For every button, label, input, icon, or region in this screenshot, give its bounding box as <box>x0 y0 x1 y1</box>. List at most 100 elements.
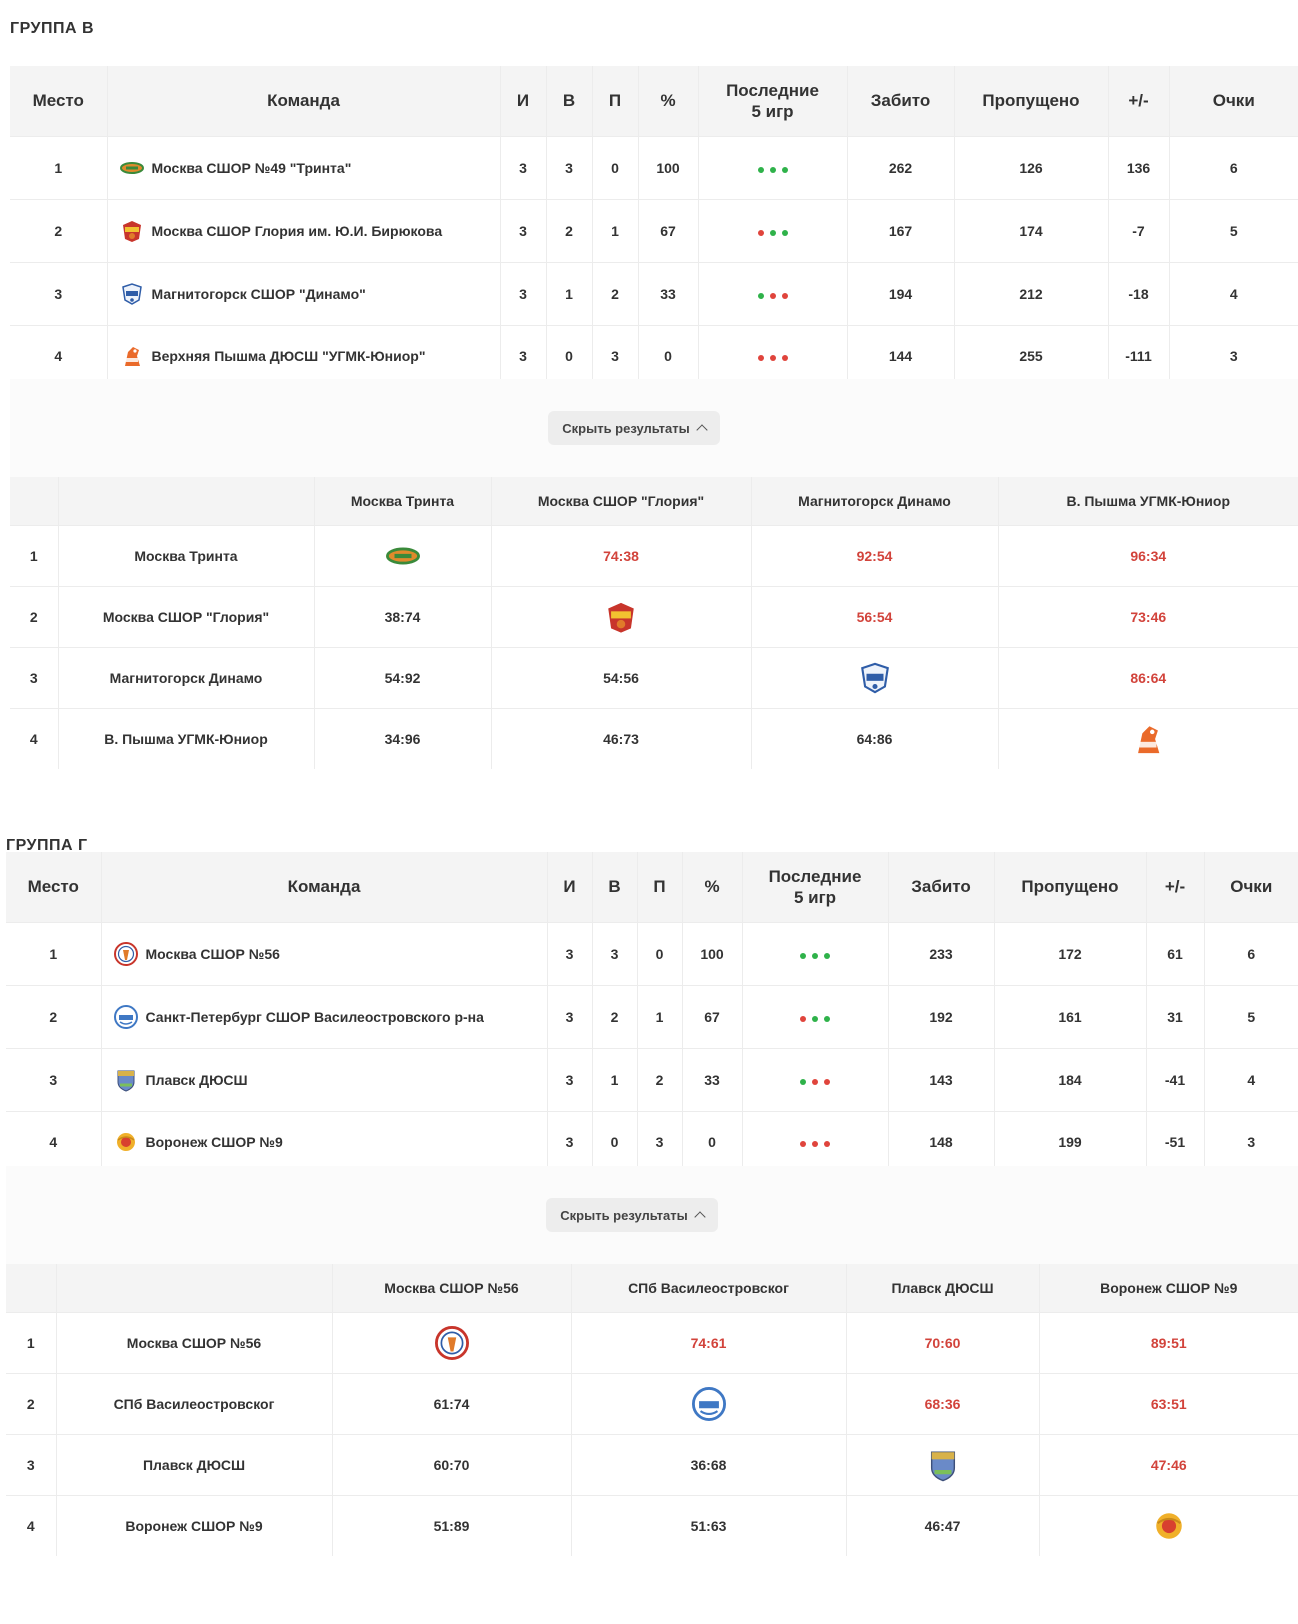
score-cell[interactable]: 74:38 <box>491 524 752 586</box>
results-team-name[interactable]: Магнитогорск Динамо <box>58 646 315 708</box>
standings-row[interactable]: 1 Москва СШОР №56 3 3 0 100 233 172 61 6 <box>6 921 1298 985</box>
team-name[interactable]: Магнитогорск СШОР "Динамо" <box>151 285 366 302</box>
standings-row[interactable]: 1 Москва СШОР №49 "Тринта" 3 3 0 100 262 126 136… <box>10 135 1298 199</box>
hide-results-button[interactable]: Скрыть результаты <box>546 1198 718 1232</box>
team-cell[interactable]: Москва СШОР №56 <box>101 921 548 985</box>
header-conceded[interactable]: Пропущено <box>994 852 1147 922</box>
trinta-logo <box>119 156 144 180</box>
header-losses[interactable]: П <box>637 852 683 922</box>
score-cell[interactable]: 74:61 <box>571 1311 847 1373</box>
score-cell[interactable]: 92:54 <box>751 524 999 586</box>
hide-results-button[interactable]: Скрыть результаты <box>548 411 720 445</box>
standings-row[interactable]: 4 Верхняя Пышма ДЮСШ "УГМК-Юниор" 3 0 3 0 144 2… <box>10 324 1298 389</box>
team-cell[interactable]: Санкт-Петербург СШОР Василеостровского р… <box>101 984 548 1048</box>
scored-cell: 262 <box>847 135 955 199</box>
team-cell[interactable]: Москва СШОР №49 "Тринта" <box>107 135 501 199</box>
results-column-header: В. Пышма УГМК-Юниор <box>998 477 1298 525</box>
spb-logo <box>113 1004 138 1029</box>
results-team-name[interactable]: Москва СШОР "Глория" <box>58 585 315 647</box>
plavsk-logo <box>114 1068 138 1092</box>
standings-header-row: Место Команда И В П % Последние 5 игр Заб… <box>10 66 1298 136</box>
header-games[interactable]: И <box>547 852 593 922</box>
results-team-name[interactable]: Плавск ДЮСШ <box>56 1433 333 1495</box>
chevron-up-icon <box>696 424 708 436</box>
pct-cell: 0 <box>682 1110 743 1175</box>
results-row: 4 В. Пышма УГМК-Юниор 34:96 46:73 64:86 <box>10 707 1298 769</box>
header-scored[interactable]: Забито <box>888 852 995 922</box>
g-cell: 3 <box>547 984 593 1048</box>
header-percent[interactable]: % <box>638 66 699 136</box>
w-cell: 0 <box>546 324 593 389</box>
header-losses[interactable]: П <box>592 66 639 136</box>
header-team[interactable]: Команда <box>101 852 548 922</box>
header-place[interactable]: Место <box>6 852 102 922</box>
score-cell[interactable]: 89:51 <box>1039 1311 1298 1373</box>
results-team-name[interactable]: Москва СШОР №56 <box>56 1311 333 1373</box>
w-cell: 1 <box>592 1047 638 1111</box>
results-row: 2 Москва СШОР "Глория" 38:74 56:54 73:46 <box>10 585 1298 647</box>
header-percent[interactable]: % <box>682 852 743 922</box>
header-conceded[interactable]: Пропущено <box>954 66 1109 136</box>
score-cell[interactable]: 47:46 <box>1039 1433 1298 1495</box>
loss-dot <box>800 1141 806 1148</box>
team-cell[interactable]: Верхняя Пышма ДЮСШ "УГМК-Юниор" <box>107 324 501 389</box>
score-cell[interactable]: 86:64 <box>998 646 1298 708</box>
win-dot <box>757 292 764 299</box>
team-name[interactable]: Верхняя Пышма ДЮСШ "УГМК-Юниор" <box>151 348 426 365</box>
score-cell[interactable]: 56:54 <box>751 585 999 647</box>
points-cell: 6 <box>1204 921 1298 985</box>
results-header-row: Москва Тринта Москва СШОР "Глория" Магни… <box>10 477 1298 525</box>
header-diff[interactable]: +/- <box>1108 66 1170 136</box>
win-dot <box>824 1015 830 1022</box>
last5-cell <box>742 921 889 985</box>
score-cell[interactable]: 96:34 <box>998 524 1298 586</box>
scored-cell: 192 <box>888 984 995 1048</box>
self-cell <box>332 1311 572 1373</box>
team-cell[interactable]: Магнитогорск СШОР "Динамо" <box>107 261 501 325</box>
header-points[interactable]: Очки <box>1169 66 1298 136</box>
team-cell[interactable]: Плавск ДЮСШ <box>101 1047 548 1111</box>
team-name[interactable]: Плавск ДЮСШ <box>145 1071 248 1088</box>
loss-dot <box>800 1015 806 1022</box>
results-index: 2 <box>6 1372 57 1434</box>
score-cell[interactable]: 68:36 <box>846 1372 1040 1434</box>
g-cell: 3 <box>547 921 593 985</box>
results-row: 3 Магнитогорск Динамо 54:92 54:56 86:64 <box>10 646 1298 708</box>
standings-row[interactable]: 4 Воронеж СШОР №9 3 0 3 0 148 199 -51 3 <box>6 1110 1298 1175</box>
standings-row[interactable]: 2 Санкт-Петербург СШОР Василеостровского … <box>6 984 1298 1048</box>
header-team[interactable]: Команда <box>107 66 501 136</box>
team-name[interactable]: Санкт-Петербург СШОР Василеостровского р… <box>145 1008 484 1025</box>
header-place[interactable]: Место <box>10 66 108 136</box>
diff-cell: 136 <box>1108 135 1170 199</box>
team-name[interactable]: Москва СШОР №49 "Тринта" <box>151 159 352 176</box>
conceded-cell: 126 <box>954 135 1109 199</box>
results-team-name[interactable]: СПб Василеостровског <box>56 1372 333 1434</box>
results-team-name[interactable]: Воронеж СШОР №9 <box>56 1494 333 1556</box>
header-diff[interactable]: +/- <box>1146 852 1205 922</box>
place-cell: 4 <box>6 1110 102 1175</box>
score-cell[interactable]: 63:51 <box>1039 1372 1298 1434</box>
results-team-name[interactable]: Москва Тринта <box>58 524 315 586</box>
pct-cell: 33 <box>638 261 699 325</box>
team-name[interactable]: Москва СШОР №56 <box>145 945 280 962</box>
dinamo-logo <box>858 661 892 695</box>
standings-row[interactable]: 2 Москва СШОР Глория им. Ю.И. Бирюкова 3 2 1… <box>10 198 1298 262</box>
points-cell: 6 <box>1169 135 1298 199</box>
header-last5[interactable]: Последние 5 игр <box>698 66 848 136</box>
header-wins[interactable]: В <box>592 852 638 922</box>
header-wins[interactable]: В <box>546 66 593 136</box>
score-cell[interactable]: 73:46 <box>998 585 1298 647</box>
team-name[interactable]: Москва СШОР Глория им. Ю.И. Бирюкова <box>151 222 443 239</box>
standings-row[interactable]: 3 Магнитогорск СШОР "Динамо" 3 1 2 33 194 212 -1… <box>10 261 1298 325</box>
header-points[interactable]: Очки <box>1204 852 1298 922</box>
header-games[interactable]: И <box>500 66 547 136</box>
header-scored[interactable]: Забито <box>847 66 955 136</box>
team-cell[interactable]: Воронеж СШОР №9 <box>101 1110 548 1175</box>
form-indicator <box>800 1015 830 1022</box>
standings-row[interactable]: 3 Плавск ДЮСШ 3 1 2 33 143 184 -41 4 <box>6 1047 1298 1111</box>
header-last5[interactable]: Последние 5 игр <box>742 852 889 922</box>
score-cell[interactable]: 70:60 <box>846 1311 1040 1373</box>
team-name[interactable]: Воронеж СШОР №9 <box>145 1134 283 1151</box>
team-cell[interactable]: Москва СШОР Глория им. Ю.И. Бирюкова <box>107 198 501 262</box>
results-team-name[interactable]: В. Пышма УГМК-Юниор <box>58 707 315 769</box>
